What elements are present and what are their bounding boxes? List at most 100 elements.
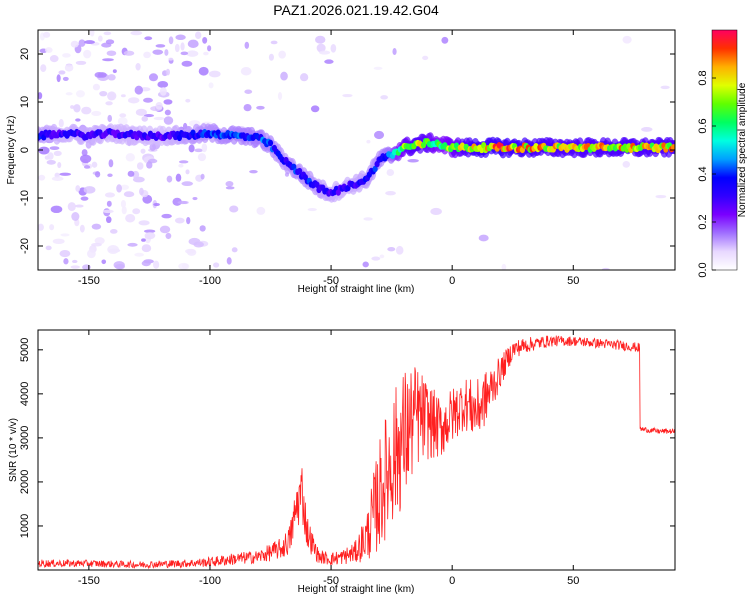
snr-x-tick-label: -150 <box>78 575 100 587</box>
spectrogram-x-tick-label: 0 <box>449 275 455 287</box>
spectrogram-speckle <box>155 101 163 110</box>
spectrogram-speckle <box>161 213 172 219</box>
spectrogram-speckle <box>119 113 127 118</box>
spectrogram-speckle <box>135 62 141 71</box>
spectrogram-x-ticks: -150 -100 -50 0 50 <box>78 30 579 287</box>
spectrogram-speckle <box>141 244 152 253</box>
spectrogram-speckle <box>125 153 136 162</box>
snr-y-tick-label: 2000 <box>19 470 31 494</box>
spectrogram-speckle <box>187 39 199 49</box>
spectrogram-speckle <box>195 31 202 40</box>
spectrogram-speckle <box>127 97 140 104</box>
spectrogram-speckle <box>62 53 71 58</box>
spectrogram-speckle <box>83 165 91 169</box>
spectrogram-speckle <box>159 87 167 96</box>
spectrogram-speckle <box>178 262 190 270</box>
spectrogram-speckle <box>105 39 115 45</box>
spectrogram-speckle <box>74 204 84 208</box>
spectrogram-y-ticks: 20 10 0 -10 -20 <box>19 48 675 254</box>
spectrogram-speckle <box>178 163 184 168</box>
spectrogram-speckle <box>641 127 653 132</box>
snr-y-tick-label: 1000 <box>19 514 31 538</box>
spectrogram-speckle <box>107 91 117 101</box>
spectrogram-speckle <box>200 173 205 180</box>
spectrogram-ridge <box>296 167 303 175</box>
spectrogram-speckle <box>330 43 337 53</box>
spectrogram-speckle <box>240 67 252 76</box>
spectrogram-speckle <box>116 184 122 193</box>
spectrogram-speckle <box>83 49 92 59</box>
snr-y-tick-label: 5000 <box>19 338 31 362</box>
spectrogram-speckle <box>80 154 92 164</box>
spectrogram-speckle <box>107 74 116 81</box>
spectrogram-speckle <box>180 42 185 51</box>
spectrogram-speckle <box>91 242 102 247</box>
spectrogram-speckle <box>203 51 209 56</box>
spectrogram-speckle <box>38 223 44 231</box>
spectrogram-speckle <box>38 174 46 181</box>
spectrogram-speckle <box>52 238 65 245</box>
spectrogram-speckle <box>49 224 55 231</box>
spectrogram-speckle <box>120 184 129 190</box>
colorbar-gradient <box>711 29 738 271</box>
spectrogram-speckle <box>75 118 81 122</box>
spectrogram-speckle <box>107 114 113 123</box>
spectrogram-speckle <box>164 49 169 56</box>
spectrogram-speckle <box>153 202 160 207</box>
spectrogram-speckle <box>175 34 186 41</box>
spectrogram-speckle <box>192 196 198 201</box>
spectrogram-speckle <box>72 259 78 264</box>
spectrogram-speckle <box>120 200 126 208</box>
spectrogram-speckle <box>109 229 118 234</box>
spectrogram-speckle <box>94 237 105 245</box>
spectrogram-speckle <box>152 260 160 269</box>
colorbar-tick-label: 0.8 <box>697 70 709 85</box>
spectrogram-speckle <box>181 60 193 67</box>
spectrogram-speckle <box>144 232 156 240</box>
spectrogram-speckle <box>132 208 141 215</box>
spectrogram-speckle <box>342 93 353 98</box>
spectrogram-speckle <box>104 192 115 198</box>
spectrogram-speckle <box>40 64 47 72</box>
spectrogram-speckle <box>91 110 102 116</box>
spectrogram-speckle <box>141 260 151 267</box>
spectrogram-speckle <box>280 71 288 81</box>
spectrogram-speckle <box>163 99 173 105</box>
spectrogram-speckle <box>81 149 88 156</box>
spectrogram-speckle <box>51 176 64 181</box>
spectrogram-speckle <box>47 152 54 160</box>
snr-x-tick-label: -50 <box>323 575 339 587</box>
spectrogram-speckle <box>324 59 334 64</box>
spectrogram-speckle <box>134 252 144 257</box>
spectrogram-speckle <box>146 161 153 169</box>
spectrogram-speckle <box>49 146 60 151</box>
spectrogram-speckle <box>143 97 153 103</box>
spectrogram-speckle <box>136 162 144 170</box>
spectrogram-speckle <box>185 169 190 175</box>
spectrogram-speckle <box>164 109 171 116</box>
spectrogram-speckle <box>299 73 309 82</box>
spectrogram-speckle <box>45 47 53 53</box>
spectrogram-speckle <box>174 43 180 53</box>
spectrogram-speckle <box>60 233 70 237</box>
spectrogram-speckle <box>79 224 85 233</box>
spectrogram-speckle <box>144 36 153 41</box>
spectrogram-speckle <box>70 105 75 109</box>
spectrogram-speckle <box>256 105 265 110</box>
spectrogram-y-tick-label: -10 <box>19 190 31 206</box>
spectrogram-speckle <box>386 169 395 176</box>
spectrogram-speckle <box>138 220 150 226</box>
spectrogram-speckle <box>178 160 189 164</box>
spectrogram-speckle <box>601 267 610 270</box>
spectrogram-speckle <box>99 90 108 97</box>
spectrogram-speckle <box>62 76 69 81</box>
spectrogram-speckle <box>67 202 76 212</box>
spectrogram-speckle <box>441 36 449 44</box>
spectrogram-speckle <box>316 43 326 53</box>
spectrogram-y-axis-label: Frequency (Hz) <box>6 116 17 185</box>
spectrogram-y-tick-label: 10 <box>19 96 31 108</box>
spectrogram-speckle <box>78 39 86 47</box>
spectrogram-speckle <box>213 262 220 268</box>
spectrogram-speckle <box>94 171 101 178</box>
spectrogram-speckle <box>387 246 396 252</box>
